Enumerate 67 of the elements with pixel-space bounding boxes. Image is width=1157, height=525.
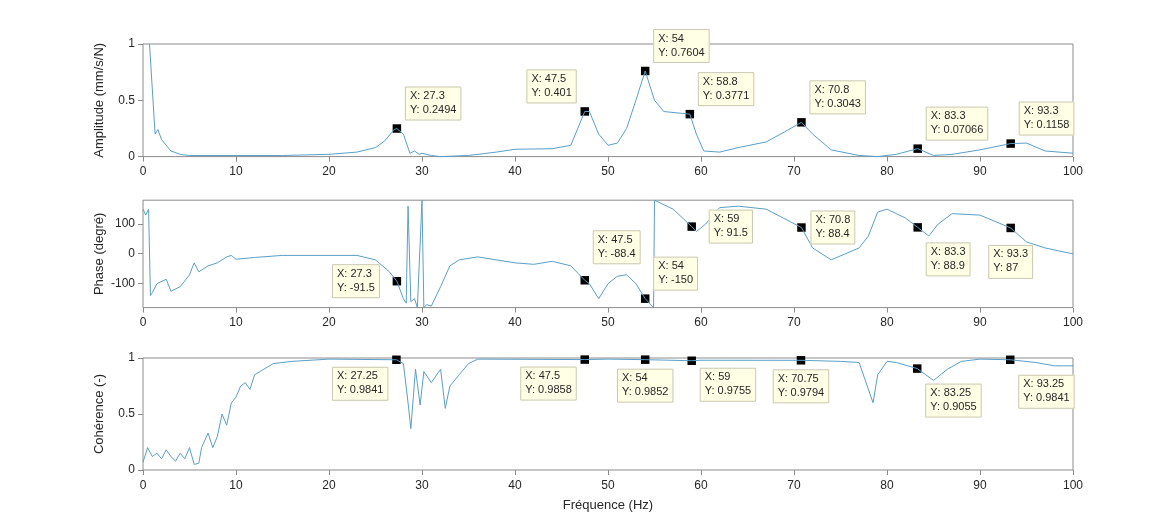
x-tick-label: 0 xyxy=(139,315,147,330)
x-tick-label: 100 xyxy=(1062,477,1084,492)
y-tick-label: -100 xyxy=(110,276,136,291)
x-tick-label: 60 xyxy=(694,315,708,330)
annotation: X: 83.25 Y: 0.9055 xyxy=(930,386,977,413)
annotation: X: 83.3 Y: 0.07066 xyxy=(930,109,984,136)
x-tick-label: 0 xyxy=(139,477,147,492)
y-axis-title: Cohérence (-) xyxy=(91,373,107,455)
x-tick-label: 40 xyxy=(508,164,522,179)
x-tick-label: 50 xyxy=(601,315,615,330)
annotation: X: 93.3 Y: 87 xyxy=(993,247,1029,274)
x-tick-label: 60 xyxy=(694,164,708,179)
y-tick-label: 0 xyxy=(128,246,136,261)
x-tick-label: 70 xyxy=(787,315,801,330)
y-tick-label: 0 xyxy=(128,462,136,477)
x-tick-label: 30 xyxy=(415,164,429,179)
x-tick-label: 50 xyxy=(601,477,615,492)
x-tick-label: 80 xyxy=(880,477,894,492)
annotation: X: 59 Y: 0.9755 xyxy=(704,370,752,397)
x-tick-label: 90 xyxy=(973,477,987,492)
annotation: X: 27.3 Y: 0.2494 xyxy=(409,89,457,116)
x-tick-label: 20 xyxy=(322,477,336,492)
annotation: X: 47.5 Y: -88.4 xyxy=(597,232,636,259)
y-tick-label: 0.5 xyxy=(118,406,136,421)
annotation: X: 58.8 Y: 0.3771 xyxy=(702,74,750,101)
y-tick-label: 100 xyxy=(114,216,136,231)
x-tick-label: 10 xyxy=(229,164,243,179)
x-tick-label: 50 xyxy=(601,164,615,179)
annotation: X: 27.3 Y: -91.5 xyxy=(336,266,375,293)
annotation: X: 47.5 Y: 0.401 xyxy=(531,71,572,98)
x-tick-label: 90 xyxy=(973,164,987,179)
annotation: X: 59 Y: 91.5 xyxy=(713,212,748,239)
x-tick-label: 100 xyxy=(1062,164,1084,179)
annotation: X: 70.75 Y: 0.9794 xyxy=(777,371,825,398)
annotation: X: 54 Y: 0.9852 xyxy=(621,371,669,398)
x-tick-label: 0 xyxy=(139,164,147,179)
y-tick-label: 1 xyxy=(128,36,136,51)
x-tick-label: 70 xyxy=(787,164,801,179)
annotation: X: 27.25 Y: 0.9841 xyxy=(336,369,384,396)
x-tick-label: 100 xyxy=(1062,315,1084,330)
y-tick-label: 1 xyxy=(128,350,136,365)
annotation: X: 83.3 Y: 88.9 xyxy=(930,244,966,271)
x-tick-label: 20 xyxy=(322,315,336,330)
x-tick-label: 90 xyxy=(973,315,987,330)
annotation: X: 93.3 Y: 0.1158 xyxy=(1023,104,1070,131)
y-tick-label: 0 xyxy=(128,148,136,163)
annotation: X: 70.8 Y: 88.4 xyxy=(815,213,851,240)
x-tick-label: 60 xyxy=(694,477,708,492)
x-axis-title: Fréquence (Hz) xyxy=(562,496,654,512)
annotation: X: 54 Y: 0.7604 xyxy=(658,31,705,58)
x-tick-label: 30 xyxy=(415,315,429,330)
x-tick-label: 20 xyxy=(322,164,336,179)
x-tick-label: 10 xyxy=(229,477,243,492)
x-tick-label: 40 xyxy=(508,315,522,330)
x-tick-label: 70 xyxy=(787,477,801,492)
x-tick-label: 80 xyxy=(880,164,894,179)
annotation: X: 47.5 Y: 0.9858 xyxy=(525,369,572,396)
y-axis-title: Amplitude (mm/s/N) xyxy=(91,42,107,158)
annotation: X: 70.8 Y: 0.3043 xyxy=(814,82,861,109)
x-tick-label: 80 xyxy=(880,315,894,330)
x-tick-label: 10 xyxy=(229,315,243,330)
x-tick-label: 40 xyxy=(508,477,522,492)
x-tick-label: 30 xyxy=(415,477,429,492)
y-axis-title: Phase (degré) xyxy=(91,212,107,296)
annotation: X: 93.25 Y: 0.9841 xyxy=(1023,377,1070,404)
y-tick-label: 0.5 xyxy=(118,92,136,107)
annotation: X: 54 Y: -150 xyxy=(658,259,694,286)
